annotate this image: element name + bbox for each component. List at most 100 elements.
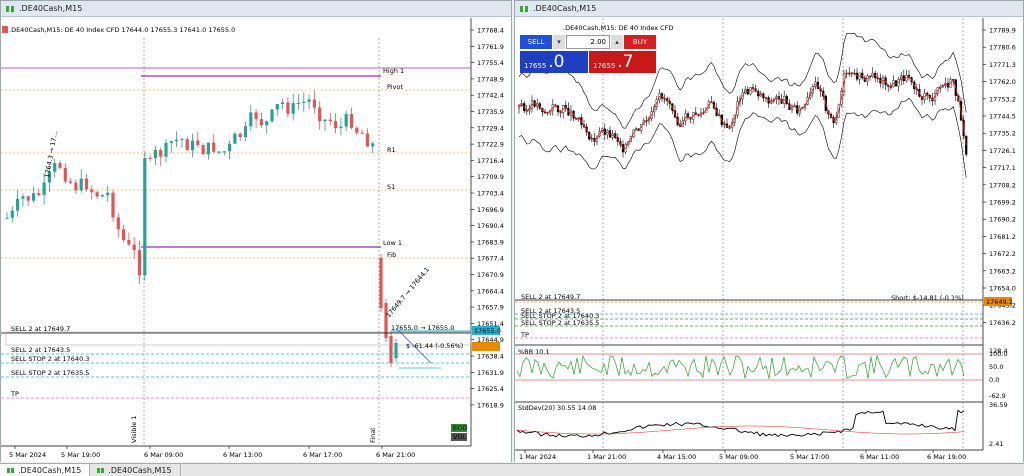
candle-body: [148, 158, 152, 159]
price-tag-bg: [472, 326, 500, 335]
buy-price-button[interactable]: 17655 .7: [589, 51, 656, 73]
sell-price-main: 17655: [524, 62, 547, 70]
indicator-tick: -62.9: [989, 392, 1006, 400]
candle-body: [74, 182, 78, 191]
candle-body: [164, 142, 168, 157]
candle-body: [355, 127, 359, 133]
candle-body: [334, 121, 338, 129]
chart-window-left[interactable]: .DE40Cash,M15 .DE40Cash,M15: DE 40 Index…: [0, 0, 512, 462]
candle-body: [318, 107, 322, 122]
y-tick-label: 17664.4: [477, 287, 504, 295]
y-tick-label: 17709.9: [477, 173, 504, 181]
chart-window-right[interactable]: .DE40Cash,M15 .DE40Cash,M15: DE 40 Index…: [514, 0, 1024, 462]
bollinger-upper-band: [518, 32, 967, 129]
y-tick-label: 17657.9: [477, 304, 504, 312]
low-level-label: Low 1: [383, 239, 402, 247]
y-tick-label: 17789.9: [989, 27, 1016, 35]
price-chart[interactable]: .DE40Cash,M15: DE 40 Index CFD 17789.9 177…: [515, 18, 1023, 462]
y-tick-label: 17681.2: [989, 233, 1016, 241]
fib-level-label: Pivot: [387, 83, 403, 91]
sell-price-button[interactable]: 17655 .0: [520, 51, 588, 73]
lot-size-input[interactable]: 2.00: [566, 35, 610, 49]
y-tick-label: 17696.9: [477, 206, 504, 214]
buy-price-pips: .7: [617, 52, 634, 72]
candle-body: [312, 99, 316, 108]
candle-body: [37, 193, 41, 195]
candle-body: [238, 133, 242, 138]
y-tick-label: 17716.4: [477, 157, 504, 165]
x-tick-label: 6 Mar 19:00: [927, 453, 966, 461]
indicator-tick: 128.4: [989, 347, 1008, 355]
y-tick-label: 17768.4: [477, 27, 504, 35]
candle-body: [222, 151, 226, 153]
chevron-down-icon[interactable]: ▾: [553, 35, 565, 49]
chevron-up-icon[interactable]: ▴: [611, 35, 623, 49]
eod-badge-bg: [451, 424, 467, 432]
moving-average-line: [518, 72, 967, 149]
candle-body: [281, 102, 285, 105]
y-tick-label: 17631.9: [477, 369, 504, 377]
window-titlebar[interactable]: .DE40Cash,M15: [515, 1, 1023, 17]
tab-chart-2[interactable]: .DE40Cash,M15: [90, 464, 181, 476]
candle-body: [122, 229, 126, 240]
candle-body: [265, 121, 269, 126]
order-label: SELL 2 at 17649.7: [11, 325, 70, 333]
x-tick-label: 6 Mar 11:00: [860, 453, 899, 461]
tab-label: .DE40Cash,M15: [18, 465, 82, 475]
y-tick-label: 17683.9: [477, 238, 504, 246]
y-tick-label: 17753.2: [989, 95, 1016, 103]
candle-body: [169, 141, 173, 143]
indicator-tick: 2.41: [989, 440, 1003, 448]
order-label: SELL STOP 2 at 17635.5: [11, 369, 89, 377]
candle-body: [259, 119, 263, 126]
y-tick-label: 17780.6: [989, 44, 1016, 52]
y-tick-label: 17735.2: [989, 130, 1016, 138]
order-label: SELL 2 at 17643.5: [521, 307, 580, 315]
x-tick-label: 5 Mar 19:00: [61, 451, 100, 459]
fib-level-label: R1: [387, 146, 396, 154]
candle-body: [196, 140, 200, 146]
sell-button[interactable]: SELL: [520, 35, 552, 49]
price-tag-bg: [472, 342, 500, 351]
candle-body: [16, 198, 20, 211]
x-tick-label: 1 Mar 21:00: [587, 453, 626, 461]
x-tick-label: 6 Mar 21:00: [376, 451, 415, 459]
candle-body: [349, 114, 354, 128]
candle-body: [95, 192, 99, 197]
candle-body: [394, 343, 398, 358]
candle-body: [84, 178, 89, 190]
price-chart[interactable]: .DE40Cash,M15: DE 40 Index CFD 17644.0 1…: [1, 18, 511, 462]
y-tick-label: 17771.3: [989, 61, 1016, 69]
window-titlebar[interactable]: .DE40Cash,M15: [1, 1, 511, 17]
chart-background: [1, 18, 511, 462]
candle-body: [127, 239, 131, 245]
indicator-tick: 0.0: [989, 376, 999, 384]
candle-body: [296, 103, 301, 105]
x-tick-label: 5 Mar 2024: [9, 451, 46, 459]
order-label: SELL 2 at 17643.5: [11, 346, 70, 354]
candle-body: [233, 133, 237, 144]
order-box: [5, 331, 472, 346]
one-click-trading-panel: SELL ▾ 2.00 ▴ BUY 17655 .0 17655 .7: [520, 35, 670, 77]
eod-badge: EOD: [453, 424, 467, 432]
chart-window-icon: [519, 5, 529, 13]
candle-body: [201, 145, 205, 155]
window-title: .DE40Cash,M15: [533, 4, 597, 13]
vol-badge: VOL: [453, 433, 466, 441]
buy-button[interactable]: BUY: [624, 35, 656, 49]
candle-body: [69, 181, 73, 183]
tab-chart-1[interactable]: .DE40Cash,M15: [0, 464, 91, 476]
x-tick-label: 5 Mar 09:00: [719, 453, 758, 461]
y-tick-label: 17722.9: [477, 141, 504, 149]
x-tick-label: 1 Mar 2024: [519, 453, 556, 461]
candle-body: [90, 189, 94, 193]
candle-body: [217, 151, 221, 153]
y-tick-label: 17690.4: [477, 222, 504, 230]
candle-body: [344, 114, 348, 127]
order-label: SELL STOP 2 at 17640.3: [521, 312, 599, 320]
price-tag-bg: [984, 297, 1012, 306]
y-tick-label: 17742.4: [477, 92, 504, 100]
candle-body: [389, 336, 393, 363]
y-tick-label: 17744.5: [989, 113, 1016, 121]
y-tick-label: 17690.2: [989, 216, 1016, 224]
